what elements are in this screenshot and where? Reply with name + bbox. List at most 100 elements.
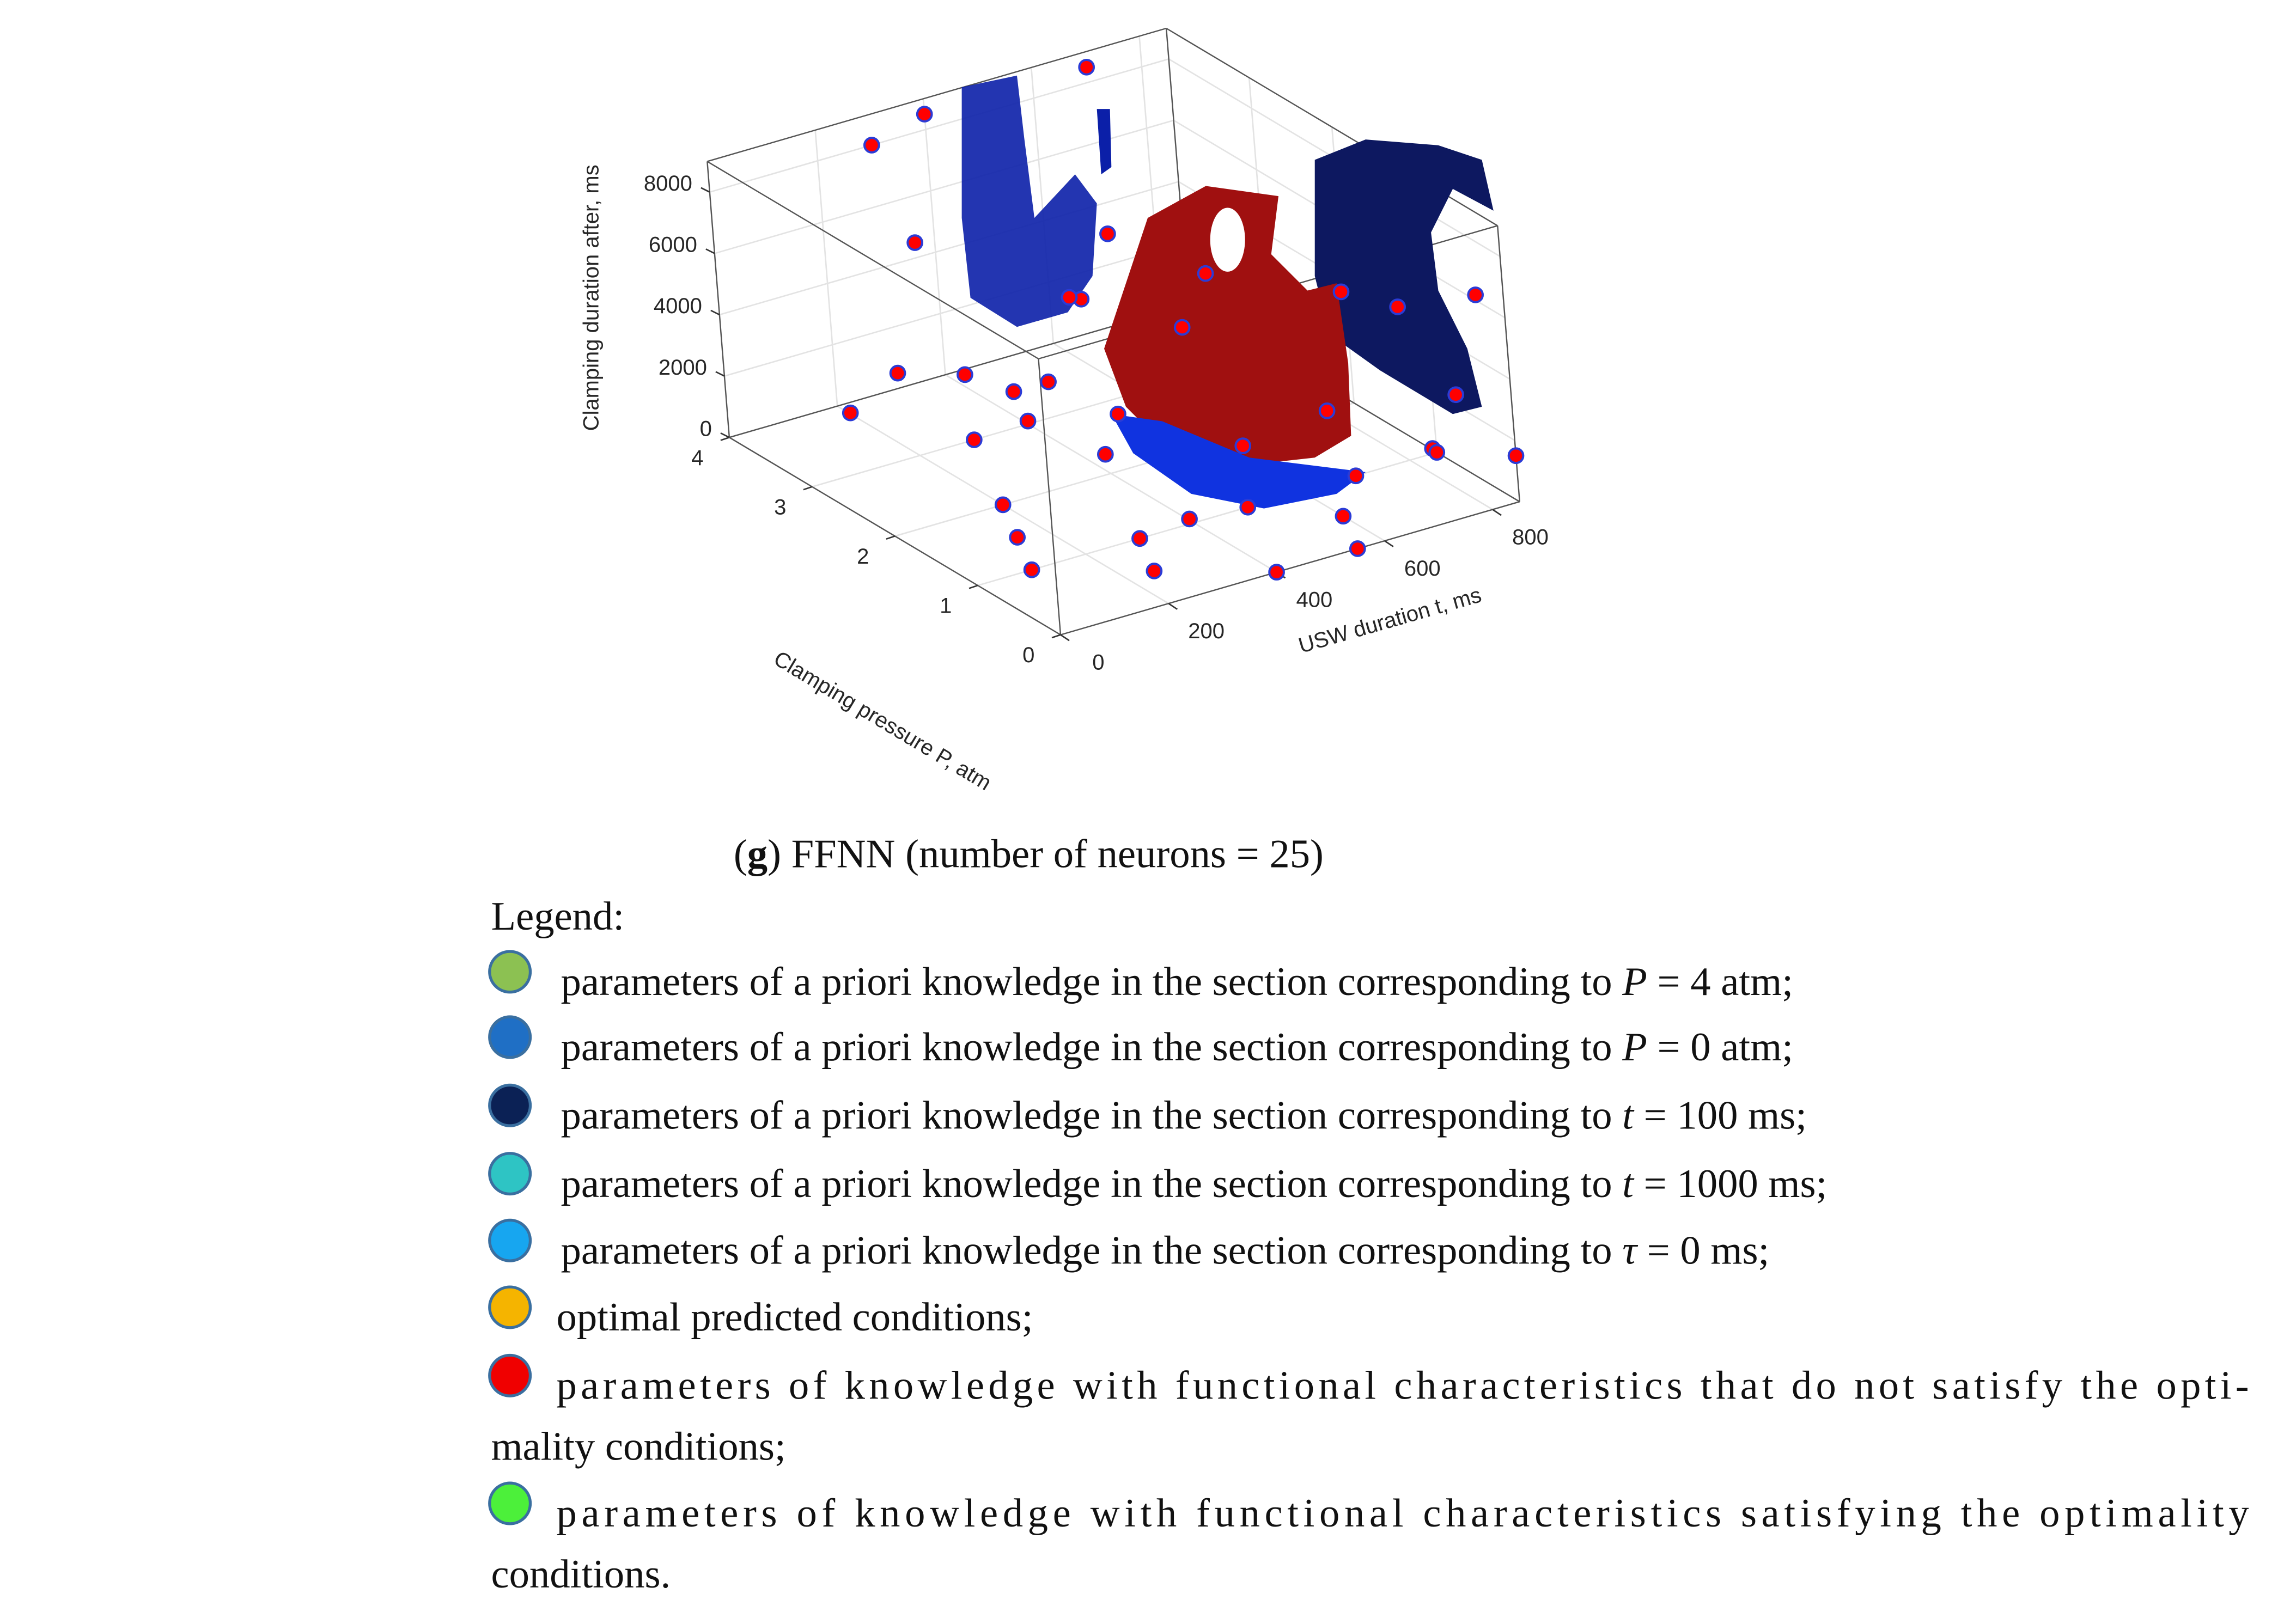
scatter-point [1009, 529, 1026, 546]
surface-t [1314, 139, 1494, 414]
surface-red [1104, 186, 1351, 465]
tick-mark [1384, 540, 1394, 547]
scatter-point [1078, 58, 1095, 76]
x-tick-label: 600 [1404, 557, 1441, 581]
scatter-point [1347, 467, 1365, 485]
tick-mark [1060, 634, 1070, 642]
scatter-point [1234, 437, 1252, 454]
grid-line [709, 58, 1170, 193]
legend-marker [488, 1015, 532, 1059]
legend-marker [488, 1152, 532, 1196]
legend-symbol: τ [1622, 1228, 1638, 1273]
surface-p4 [961, 75, 1097, 327]
legend-marker [488, 1481, 532, 1525]
tick-mark [705, 248, 715, 254]
tick-mark [701, 187, 710, 193]
grid-line [714, 119, 1174, 254]
points [842, 58, 1525, 581]
surfaces [961, 75, 1494, 509]
y-tick-label: 3 [774, 495, 786, 519]
scatter-point [1097, 445, 1114, 463]
z-tick-label: 2000 [659, 356, 707, 380]
caption-prefix: ( [734, 831, 747, 876]
caption: (g) FFNN (number of neurons = 25) [734, 831, 1324, 876]
scatter-point [1005, 383, 1022, 400]
grid-line [814, 130, 838, 406]
grid-line [719, 181, 1179, 316]
legend-text-before: parameters of a priori knowledge in the … [561, 1092, 1622, 1138]
tick-mark [1051, 634, 1061, 639]
legend-text: optimal predicted conditions; [556, 1295, 1033, 1340]
tick-mark [803, 486, 813, 491]
legend-text: conditions. [491, 1552, 671, 1597]
scatter-point [889, 364, 906, 382]
z-axis-label: Clamping duration after, ms [580, 164, 604, 431]
y-tick-label: 1 [940, 594, 952, 618]
y-tick-label: 4 [691, 446, 703, 470]
legend-text-after: = 0 ms; [1637, 1228, 1769, 1273]
grid-line [724, 242, 1184, 377]
tick-mark [720, 436, 730, 441]
scatter-point [1110, 405, 1126, 423]
scatter-point [1335, 508, 1352, 525]
scatter-point [1349, 540, 1366, 557]
scatter-point [1389, 298, 1406, 315]
scatter-point [1197, 265, 1214, 282]
grid-line [922, 99, 946, 375]
y-tick-label: 2 [857, 545, 869, 569]
scatter-point [906, 234, 923, 251]
surface-p4 [1097, 109, 1112, 175]
legend-text: parameters of a priori knowledge in the … [561, 1092, 1806, 1138]
scatter-point [863, 137, 880, 154]
scatter-point [1318, 402, 1336, 419]
legend-text-after: = 0 atm; [1647, 1024, 1793, 1070]
y-tick-label: 0 [1022, 643, 1034, 667]
scatter-point [1099, 225, 1116, 242]
tick-mark [715, 371, 725, 377]
scatter-point [1447, 386, 1464, 404]
x-tick-label: 800 [1512, 525, 1549, 549]
scatter-point [1061, 289, 1078, 306]
scatter-point [957, 366, 973, 383]
scatter-point [1239, 498, 1257, 516]
scatter-point [1428, 444, 1446, 461]
tick-mark [1492, 509, 1502, 516]
legend-text: parameters of knowledge with functional … [556, 1491, 2249, 1536]
scatter-point [1023, 561, 1040, 578]
scatter-point [994, 496, 1012, 514]
scatter-point [1040, 373, 1057, 390]
legend-text: parameters of knowledge with functional … [556, 1363, 2249, 1408]
box-edge [707, 27, 1167, 162]
x-tick-label: 200 [1188, 619, 1225, 643]
legend-text-after: = 4 atm; [1647, 959, 1793, 1004]
surface-tau0 [1111, 414, 1366, 509]
z-tick-label: 6000 [649, 233, 697, 257]
scatter-point [1268, 564, 1285, 581]
legend-title: Legend: [491, 894, 624, 939]
legend-text: mality conditions; [491, 1424, 785, 1469]
scatter-point [1507, 447, 1525, 465]
scatter-point [1019, 412, 1037, 430]
tick-mark [1168, 602, 1178, 610]
legend-text-before: parameters of a priori knowledge in the … [561, 959, 1622, 1004]
legend-text-after: = 1000 ms; [1634, 1161, 1827, 1206]
scatter-point [1146, 563, 1163, 579]
legend-text-before: parameters of a priori knowledge in the … [561, 1024, 1622, 1070]
legend-symbol: t [1622, 1092, 1635, 1138]
box-edge [1038, 358, 1062, 635]
legend-text: parameters of a priori knowledge in the … [561, 1228, 1769, 1273]
legend-marker [488, 1083, 532, 1127]
box-edge [1060, 501, 1520, 636]
caption-text: ) FFNN (number of neurons = 25) [768, 831, 1324, 876]
legend-text-before: parameters of a priori knowledge in the … [561, 1228, 1622, 1273]
legend-text-before: parameters of a priori knowledge in the … [561, 1161, 1622, 1206]
scatter-point [842, 404, 859, 422]
scatter-point [1173, 319, 1191, 336]
tick-mark [969, 584, 978, 589]
x-tick-label: 400 [1296, 588, 1333, 612]
legend-text: parameters of a priori knowledge in the … [561, 959, 1793, 1004]
legend-text-after: = 100 ms; [1634, 1092, 1807, 1138]
legend-symbol: P [1622, 959, 1647, 1004]
